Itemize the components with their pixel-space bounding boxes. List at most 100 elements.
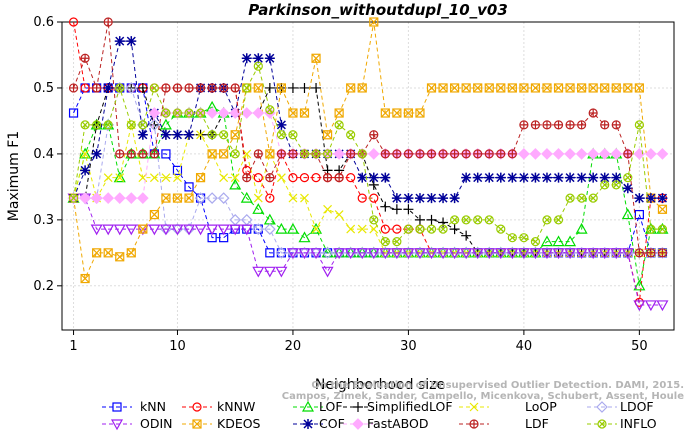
- data-point: [298, 231, 311, 243]
- data-point: [160, 129, 171, 140]
- legend-label: LOF: [319, 399, 343, 414]
- data-point: [229, 178, 242, 190]
- data-point: [646, 248, 656, 258]
- data-point: [633, 279, 646, 291]
- data-point: [334, 120, 344, 130]
- data-point: [414, 193, 425, 204]
- data-point: [623, 83, 633, 93]
- data-point: [576, 172, 587, 183]
- data-point: [229, 224, 242, 236]
- data-point: [552, 148, 565, 160]
- data-point: [657, 193, 668, 204]
- data-point: [380, 149, 390, 159]
- data-point: [275, 222, 288, 234]
- chart-title: Parkinson_withoutdupl_10_v03: [248, 1, 508, 19]
- data-point: [380, 224, 390, 234]
- data-point: [494, 248, 507, 260]
- data-point: [540, 235, 554, 247]
- data-point: [334, 210, 344, 220]
- data-point: [172, 129, 183, 140]
- data-point: [473, 215, 483, 225]
- data-point: [219, 130, 229, 140]
- data-point: [80, 273, 90, 284]
- data-point: [622, 183, 633, 194]
- data-point: [80, 83, 90, 93]
- data-point: [600, 180, 610, 190]
- data-point: [357, 224, 367, 234]
- data-point: [598, 248, 611, 260]
- data-point: [621, 248, 634, 260]
- data-point: [115, 252, 125, 262]
- legend-label: LDF: [525, 416, 549, 431]
- data-point: [172, 165, 183, 175]
- data-point: [461, 83, 471, 93]
- data-point: [149, 173, 159, 183]
- data-point: [425, 248, 438, 260]
- data-point: [276, 248, 286, 258]
- data-point: [392, 237, 402, 247]
- data-point: [357, 149, 367, 159]
- credit-line-1: Campos, Zimek, Sander, Campello, Micenko…: [282, 391, 684, 402]
- data-point: [276, 149, 286, 159]
- data-point: [184, 83, 194, 93]
- data-point: [426, 214, 437, 225]
- data-point: [103, 173, 113, 183]
- data-point: [645, 193, 656, 204]
- data-point: [621, 208, 634, 220]
- data-point: [92, 83, 102, 93]
- data-point: [461, 149, 471, 159]
- legend-marker: [469, 402, 479, 412]
- data-point: [276, 83, 286, 93]
- data-point: [403, 193, 414, 204]
- data-point: [437, 248, 450, 260]
- data-point: [645, 148, 657, 160]
- legend-item-cof: COF: [293, 416, 345, 431]
- data-point: [125, 82, 138, 94]
- data-point: [138, 120, 148, 130]
- data-point: [426, 193, 437, 204]
- data-point: [184, 182, 194, 192]
- data-point: [103, 17, 113, 27]
- data-point: [496, 149, 506, 159]
- data-point: [634, 248, 644, 258]
- data-point: [311, 82, 322, 93]
- data-point: [148, 107, 161, 119]
- data-point: [136, 192, 149, 204]
- legend-marker: [192, 419, 202, 429]
- data-point: [113, 171, 126, 183]
- data-point: [656, 300, 669, 312]
- data-point: [588, 108, 598, 118]
- data-point: [507, 172, 518, 183]
- data-point: [623, 173, 633, 183]
- data-point: [496, 224, 506, 234]
- data-point: [79, 192, 91, 204]
- data-point: [541, 172, 552, 183]
- data-point: [264, 53, 275, 64]
- y-axis: 0.2 0.3 0.4 0.5 0.6: [33, 15, 62, 294]
- data-point: [657, 248, 668, 258]
- data-point: [161, 149, 171, 159]
- data-point: [219, 173, 229, 183]
- x-axis: 1 10 20 30 40 50: [69, 330, 648, 354]
- data-point: [206, 192, 218, 204]
- data-point: [646, 224, 656, 234]
- data-point: [172, 83, 183, 93]
- legend-item-kdeos: KDEOS: [182, 416, 261, 431]
- y-tick-label: 0.2: [33, 279, 54, 294]
- data-point: [230, 130, 240, 140]
- data-point: [311, 224, 321, 234]
- data-point: [206, 107, 218, 119]
- data-point: [644, 300, 657, 312]
- data-point: [91, 148, 102, 159]
- data-point: [357, 193, 367, 203]
- data-point: [357, 83, 367, 93]
- data-point: [334, 108, 344, 118]
- data-point: [530, 237, 541, 247]
- legend-marker: [110, 419, 124, 431]
- data-point: [403, 149, 414, 159]
- data-point: [415, 108, 425, 118]
- series-group: [67, 17, 669, 312]
- data-point: [346, 149, 356, 159]
- data-point: [553, 120, 564, 130]
- data-point: [541, 148, 553, 160]
